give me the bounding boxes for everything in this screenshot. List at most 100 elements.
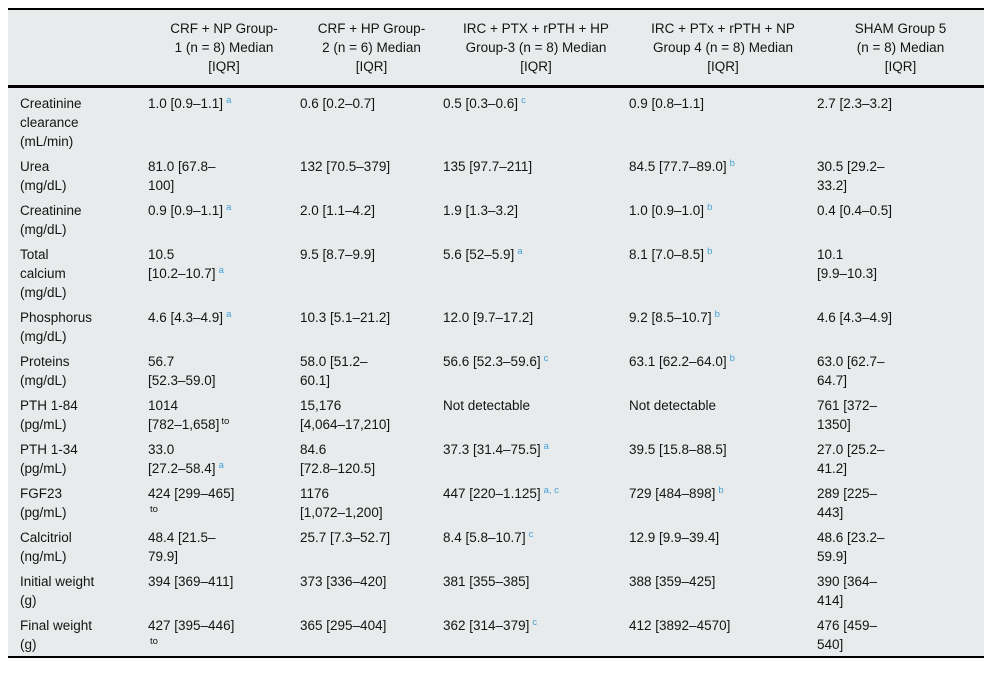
row-parameter-label: Creatinine clearance (mL/min)	[20, 96, 82, 149]
data-cell: 2.7 [2.3–3.2]	[817, 96, 893, 111]
data-cell: 1.9 [1.3–3.2]	[443, 203, 519, 218]
data-cell: 0.4 [0.4–0.5]	[817, 203, 893, 218]
data-cell: 56.6 [52.3–59.6] c	[443, 352, 549, 369]
header-row: CRF + NP Group- 1 (n = 8) Median [IQR] CRF …	[8, 9, 984, 88]
data-cell: 10.1 [9.9–10.3]	[817, 247, 878, 281]
column-header: IRC + PTx + rPTH + NP Group 4 (n = 8) Med…	[629, 9, 817, 88]
data-cell: 84.5 [77.7–89.0] b	[629, 157, 735, 174]
data-cell: 4.6 [4.3–4.9] a	[148, 308, 232, 325]
significance-superscript: to	[150, 635, 158, 647]
column-header: CRF + NP Group- 1 (n = 8) Median [IQR]	[148, 9, 300, 88]
significance-superscript: a	[543, 440, 549, 452]
data-cell: 1014 [782–1,658] to	[148, 398, 230, 432]
data-cell: 56.7 [52.3–59.0]	[148, 354, 216, 388]
significance-superscript: b	[707, 201, 713, 213]
data-cell: 27.0 [25.2– 41.2]	[817, 442, 885, 476]
significance-superscript: b	[714, 308, 720, 320]
row-parameter-label: FGF23 (pg/mL)	[20, 486, 67, 520]
row-parameter-label: PTH 1-84 (pg/mL)	[20, 398, 78, 432]
significance-superscript: c	[528, 528, 534, 540]
column-header: IRC + PTX + rPTH + HP Group-3 (n = 8) Med…	[443, 9, 629, 88]
row-parameter-label: PTH 1-34 (pg/mL)	[20, 442, 78, 476]
data-cell: 362 [314–379] c	[443, 616, 538, 633]
data-cell: 4.6 [4.3–4.9]	[817, 310, 893, 325]
data-cell: 761 [372– 1350]	[817, 398, 878, 432]
data-cell: 135 [97.7–211]	[443, 159, 533, 174]
data-cell: 0.5 [0.3–0.6] c	[443, 94, 526, 111]
significance-superscript: a	[218, 459, 224, 471]
data-cell: 9.2 [8.5–10.7] b	[629, 308, 720, 325]
data-cell: 9.5 [8.7–9.9]	[300, 247, 376, 262]
corner-cell	[8, 9, 148, 88]
data-cell: 33.0 [27.2–58.4] a	[148, 442, 224, 476]
significance-superscript: c	[532, 616, 538, 628]
data-cell: 427 [395–446] to	[148, 618, 235, 647]
row-parameter-label: Total calcium (mg/dL)	[20, 247, 67, 300]
significance-superscript: b	[707, 245, 713, 257]
significance-superscript: c	[543, 352, 549, 364]
data-cell: 424 [299–465] to	[148, 486, 235, 515]
table-row: Calcitriol (ng/mL) 48.4 [21.5– 79.9] 25.7 [7…	[8, 524, 984, 568]
data-cell: 48.6 [23.2– 59.9]	[817, 530, 885, 564]
table-row: Initial weight (g) 394 [369–411] 373 [336–4…	[8, 568, 984, 612]
row-parameter-label: Final weight (g)	[20, 618, 93, 652]
data-cell: 289 [225– 443]	[817, 486, 878, 520]
data-cell: 25.7 [7.3–52.7]	[300, 530, 391, 545]
data-cell: 8.1 [7.0–8.5] b	[629, 245, 713, 262]
data-cell: 81.0 [67.8– 100]	[148, 159, 216, 193]
significance-superscript: a	[517, 245, 523, 257]
data-cell: 365 [295–404]	[300, 618, 387, 633]
row-parameter-label: Proteins (mg/dL)	[20, 354, 70, 388]
row-parameter-label: Urea (mg/dL)	[20, 159, 67, 193]
table-row: Final weight (g) 427 [395–446] to 365 [295–4…	[8, 612, 984, 657]
data-cell: 8.4 [5.8–10.7] c	[443, 528, 534, 545]
data-cell: 729 [484–898] b	[629, 484, 724, 501]
data-cell: 39.5 [15.8–88.5]	[629, 442, 727, 457]
data-cell: 0.9 [0.8–1.1]	[629, 96, 705, 111]
data-cell: 390 [364– 414]	[817, 574, 878, 608]
data-cell: 37.3 [31.4–75.5] a	[443, 440, 549, 457]
data-cell: 15,176 [4,064–17,210]	[300, 398, 391, 432]
table-row: Creatinine clearance (mL/min) 1.0 [0.9–1.1]…	[8, 87, 984, 154]
data-cell: 0.9 [0.9–1.1] a	[148, 201, 232, 218]
row-parameter-label: Initial weight (g)	[20, 574, 95, 608]
significance-superscript: b	[729, 352, 735, 364]
significance-superscript: to	[221, 415, 230, 427]
data-cell: 58.0 [51.2– 60.1]	[300, 354, 368, 388]
data-cell: 63.1 [62.2–64.0] b	[629, 352, 735, 369]
data-cell: 132 [70.5–379]	[300, 159, 391, 174]
data-cell: 381 [355–385]	[443, 574, 530, 589]
data-cell: 0.6 [0.2–0.7]	[300, 96, 376, 111]
data-cell: 63.0 [62.7– 64.7]	[817, 354, 885, 388]
table-row: Total calcium (mg/dL) 10.5 [10.2–10.7] a 9.5 […	[8, 241, 984, 304]
data-cell: 1.0 [0.9–1.1] a	[148, 94, 232, 111]
significance-superscript: to	[150, 503, 158, 515]
row-parameter-label: Creatinine (mg/dL)	[20, 203, 82, 237]
significance-superscript: a, c	[543, 484, 559, 496]
data-cell: 394 [369–411]	[148, 574, 234, 589]
significance-superscript: a	[218, 264, 224, 276]
data-cell: 10.3 [5.1–21.2]	[300, 310, 391, 325]
data-cell: 2.0 [1.1–4.2]	[300, 203, 376, 218]
column-header: SHAM Group 5 (n = 8) Median [IQR]	[817, 9, 984, 88]
results-table: CRF + NP Group- 1 (n = 8) Median [IQR] CRF …	[8, 8, 984, 658]
data-cell: 1.0 [0.9–1.0] b	[629, 201, 713, 218]
data-cell: 373 [336–420]	[300, 574, 387, 589]
data-cell: 30.5 [29.2– 33.2]	[817, 159, 885, 193]
significance-superscript: a	[226, 94, 232, 106]
table-row: Phosphorus (mg/dL) 4.6 [4.3–4.9] a 10.3 [5.1…	[8, 304, 984, 348]
significance-superscript: b	[729, 157, 735, 169]
table-row: Proteins (mg/dL) 56.7 [52.3–59.0] 58.0 [51.2…	[8, 348, 984, 392]
data-cell: 412 [3892–4570]	[629, 618, 731, 633]
significance-superscript: a	[226, 308, 232, 320]
data-cell: 48.4 [21.5– 79.9]	[148, 530, 216, 564]
significance-superscript: c	[521, 94, 526, 106]
data-cell: 12.0 [9.7–17.2]	[443, 310, 534, 325]
table-row: PTH 1-34 (pg/mL) 33.0 [27.2–58.4] a 84.6 [72.8…	[8, 436, 984, 480]
data-cell: 1176 [1,072–1,200]	[300, 486, 383, 520]
column-header: CRF + HP Group- 2 (n = 6) Median [IQR]	[300, 9, 443, 88]
row-parameter-label: Calcitriol (ng/mL)	[20, 530, 72, 564]
data-cell: 12.9 [9.9–39.4]	[629, 530, 720, 545]
table-row: FGF23 (pg/mL) 424 [299–465] to 1176 [1,072–1,…	[8, 480, 984, 524]
data-cell: 388 [359–425]	[629, 574, 716, 589]
